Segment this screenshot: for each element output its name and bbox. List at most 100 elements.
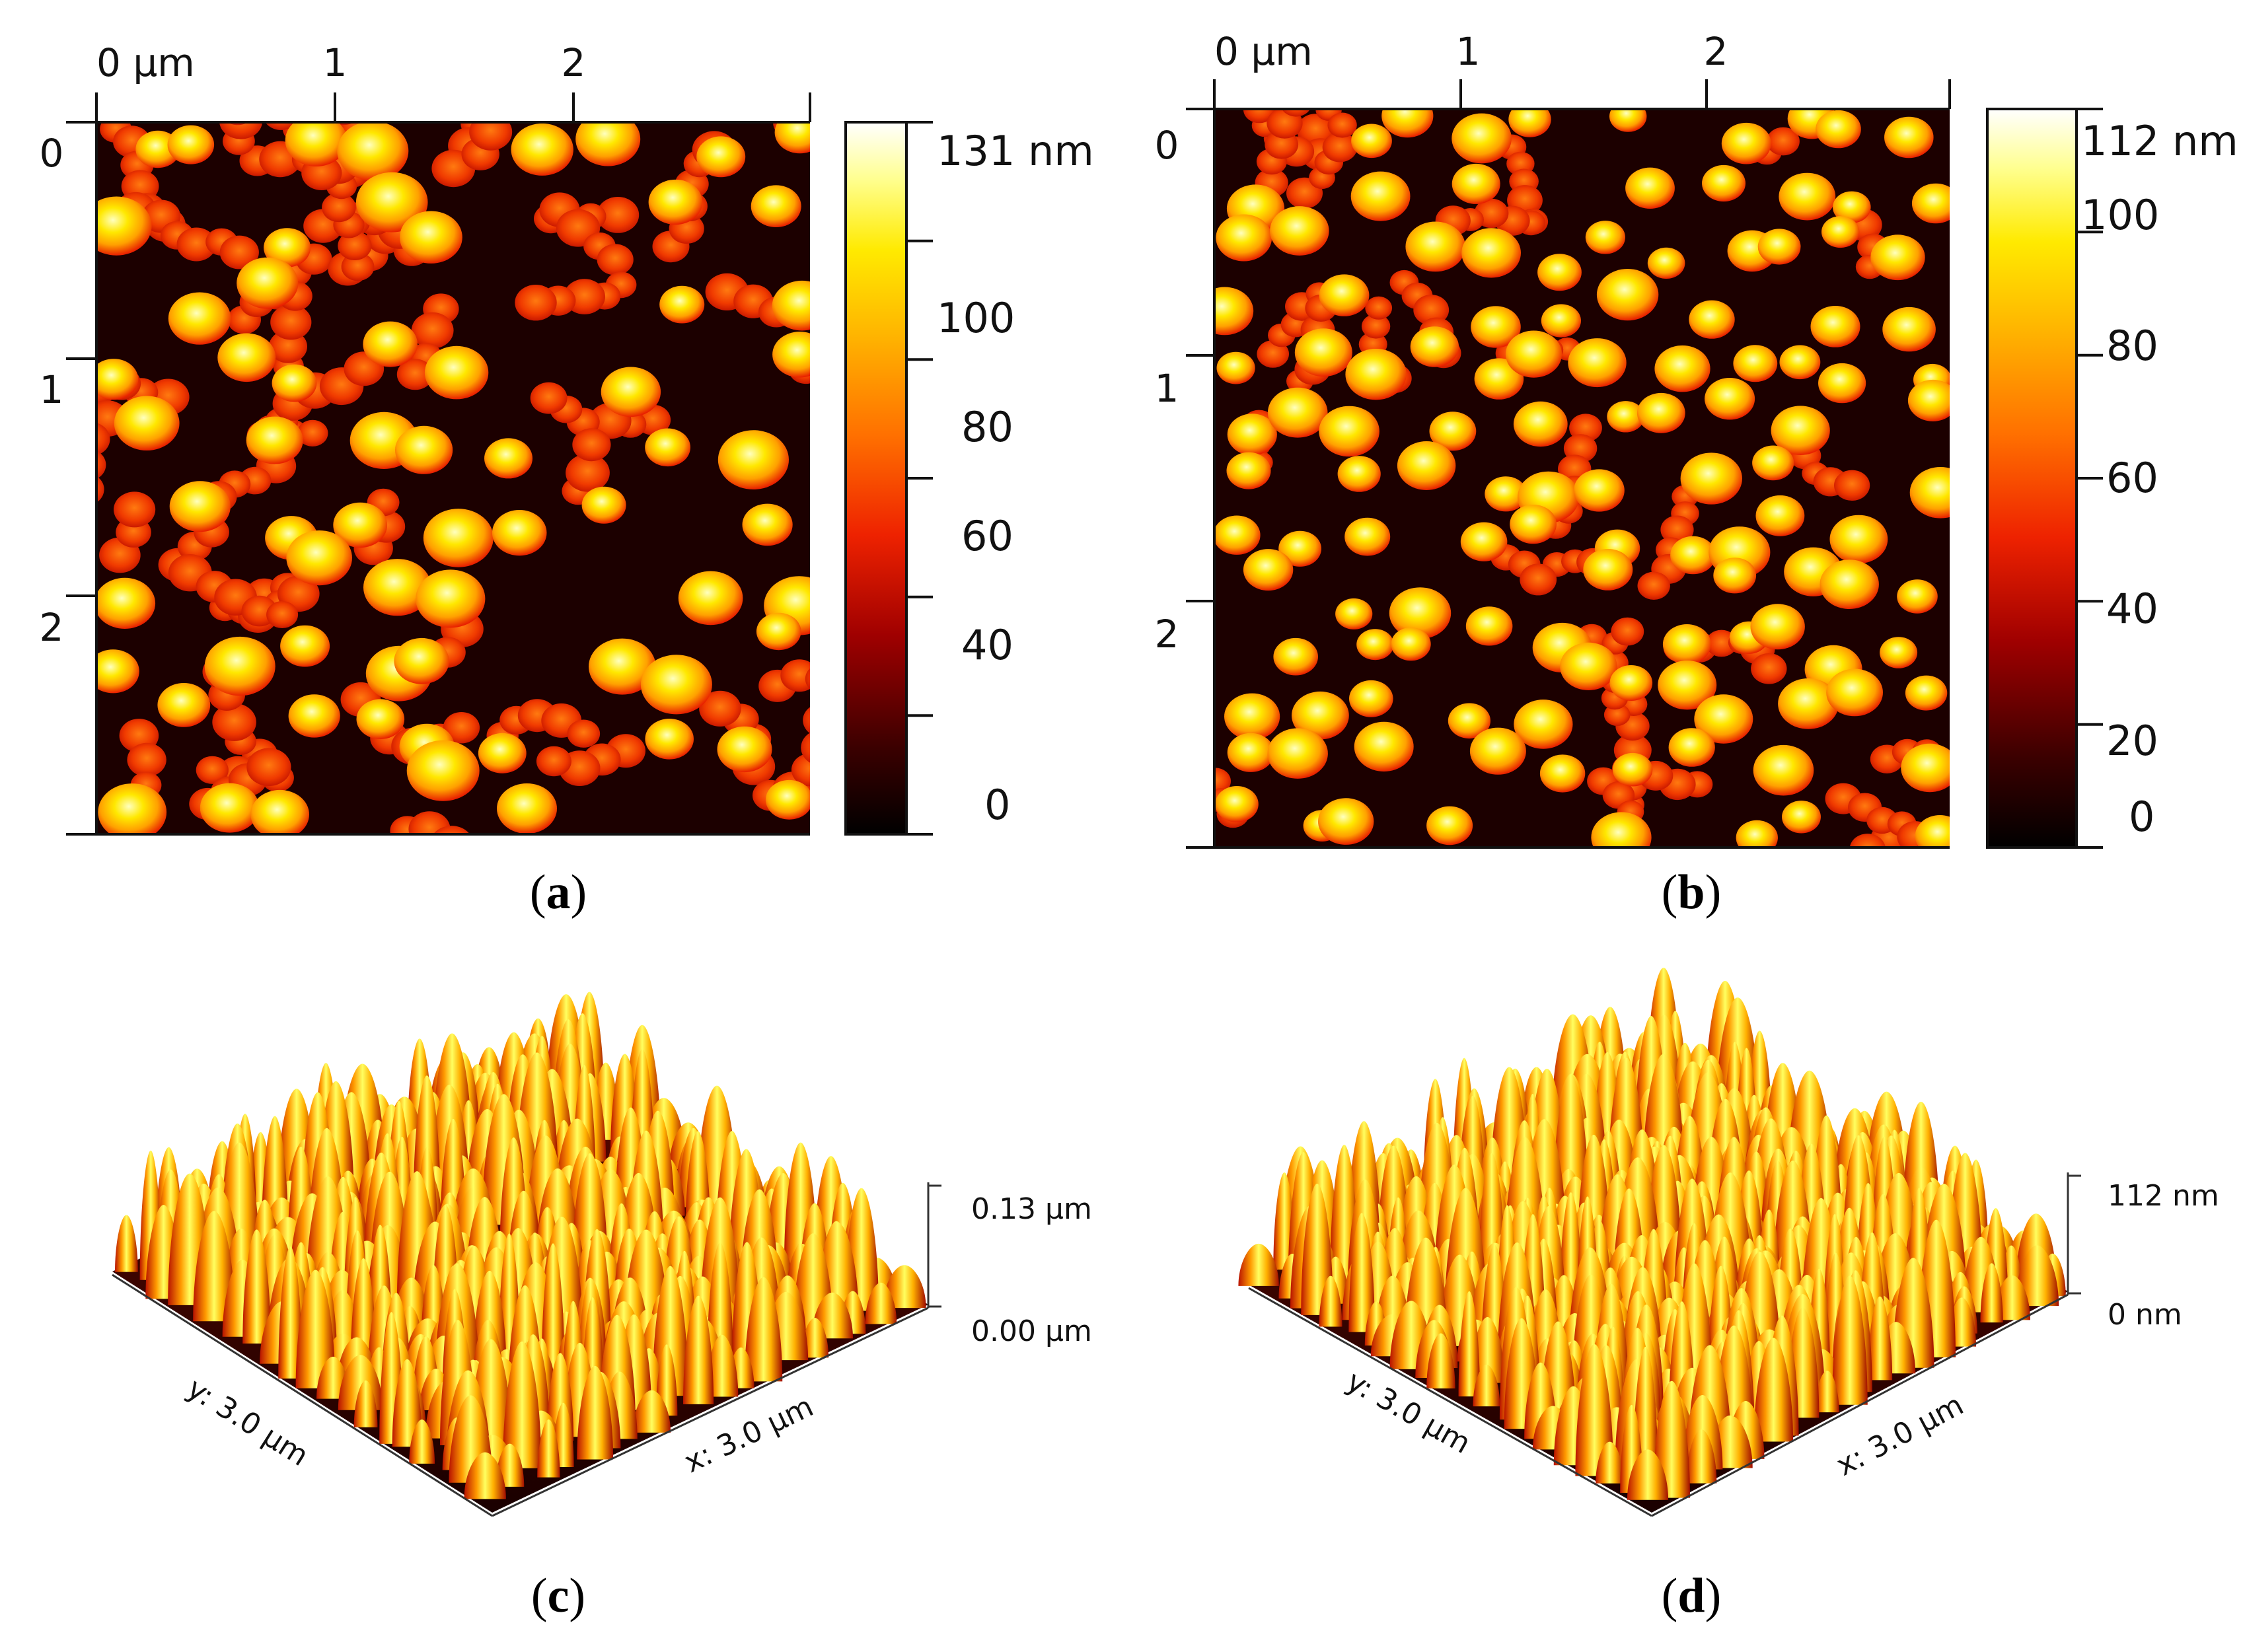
afm-map-b-features bbox=[1214, 76, 1950, 886]
surface-peak bbox=[1627, 1449, 1669, 1500]
grain-chain-segment bbox=[1322, 132, 1358, 162]
surface-3d-d bbox=[1238, 968, 2068, 1513]
caption-b: (b) bbox=[1662, 865, 1721, 919]
grain bbox=[1662, 624, 1711, 664]
surface-peak bbox=[706, 1334, 739, 1397]
grain-chain-segment bbox=[297, 419, 328, 447]
surface-peak bbox=[801, 1318, 829, 1358]
scale-ticks-a bbox=[906, 121, 933, 836]
grain bbox=[1448, 703, 1490, 739]
grain-chain-segment bbox=[1214, 768, 1231, 795]
grain bbox=[1612, 752, 1653, 787]
grain bbox=[1514, 700, 1573, 749]
scale-label-a-40: 40 bbox=[961, 621, 1013, 669]
grain bbox=[601, 367, 661, 417]
grain bbox=[1585, 221, 1625, 254]
grain bbox=[169, 481, 231, 532]
surface-peak bbox=[464, 1452, 506, 1499]
grain bbox=[1829, 515, 1888, 564]
grain-chain-segment bbox=[127, 742, 166, 777]
surface-peak bbox=[1458, 1291, 1481, 1397]
y-tick-label-a-0: 0 bbox=[40, 131, 64, 176]
color-scale-b bbox=[1986, 108, 2078, 849]
surface-peak bbox=[353, 1380, 378, 1427]
grain bbox=[1884, 116, 1934, 159]
scale-max-label-a: 131 nm bbox=[937, 127, 1094, 175]
grain-chain-segment bbox=[266, 601, 299, 628]
grain bbox=[1818, 363, 1866, 404]
scale-label-a-80: 80 bbox=[961, 403, 1013, 451]
grain bbox=[1733, 345, 1778, 382]
grain bbox=[1591, 812, 1652, 847]
grain bbox=[1779, 345, 1821, 380]
grain bbox=[217, 333, 276, 382]
grain bbox=[1560, 642, 1617, 690]
grain bbox=[1214, 515, 1261, 555]
surface-peak bbox=[883, 1265, 926, 1309]
grain bbox=[492, 510, 547, 556]
grain bbox=[363, 559, 431, 616]
scale-ticks-b bbox=[2077, 108, 2103, 849]
x-tick-label-b-1: 1 bbox=[1456, 29, 1481, 74]
grain bbox=[1721, 122, 1771, 164]
scale-label-b-100: 100 bbox=[2081, 191, 2159, 239]
grain bbox=[1816, 110, 1861, 149]
grain bbox=[1465, 606, 1513, 646]
grain bbox=[1474, 358, 1524, 400]
grain bbox=[1318, 798, 1374, 845]
grain bbox=[1658, 660, 1717, 710]
grain-chain-segment bbox=[219, 235, 259, 269]
grain bbox=[645, 719, 694, 760]
grain bbox=[1292, 691, 1349, 740]
surface-peak bbox=[193, 1211, 235, 1322]
caption-a-letter: a bbox=[546, 865, 571, 919]
grain bbox=[648, 179, 703, 225]
caption-d: (d) bbox=[1662, 1569, 1721, 1623]
grain bbox=[1680, 452, 1742, 505]
grain-chain-segment bbox=[242, 94, 275, 122]
surface-peak bbox=[683, 1295, 714, 1404]
surface-peak bbox=[2015, 1245, 2059, 1307]
base-edge-c-right bbox=[492, 1307, 929, 1517]
grain-chain-segment bbox=[96, 423, 110, 456]
grain bbox=[1216, 214, 1272, 262]
grain bbox=[696, 136, 746, 178]
y-tick-label-b-2: 2 bbox=[1155, 612, 1179, 657]
caption-b-letter: b bbox=[1677, 865, 1705, 919]
grain bbox=[168, 292, 231, 345]
grain-chain-segment bbox=[597, 197, 640, 233]
surface-peak bbox=[115, 1215, 138, 1272]
grain bbox=[1810, 306, 1860, 347]
grain bbox=[742, 503, 793, 546]
grain bbox=[363, 321, 418, 367]
grain bbox=[1897, 579, 1938, 614]
surface-peak bbox=[1596, 1441, 1624, 1484]
grain bbox=[1909, 467, 1950, 519]
grain bbox=[1397, 441, 1456, 490]
grain-chain-segment bbox=[1839, 854, 1876, 886]
grain bbox=[511, 123, 573, 176]
grain bbox=[1460, 522, 1508, 561]
grain-chain-segment bbox=[176, 227, 217, 262]
grain-chain-segment bbox=[572, 428, 611, 462]
grain-chain-segment bbox=[1246, 76, 1275, 101]
base-edge-c-left bbox=[112, 1274, 493, 1517]
grain bbox=[640, 655, 712, 715]
grain-chain-segment bbox=[485, 92, 517, 120]
grain-chain-segment bbox=[338, 231, 372, 260]
grain bbox=[1410, 326, 1459, 367]
grain bbox=[424, 345, 489, 400]
surface-peak bbox=[1815, 1371, 1839, 1413]
grain-chain-segment bbox=[114, 491, 156, 528]
grain bbox=[237, 257, 299, 309]
grain-chain-segment bbox=[408, 811, 451, 834]
grain bbox=[1636, 392, 1685, 433]
grain bbox=[756, 612, 801, 651]
grain-chain-segment bbox=[536, 746, 571, 777]
grain-chain-segment bbox=[411, 312, 454, 349]
grain bbox=[1350, 171, 1411, 221]
grain bbox=[1771, 406, 1830, 455]
surface-peak bbox=[295, 1270, 336, 1388]
grain bbox=[167, 125, 215, 164]
grain bbox=[423, 509, 494, 567]
